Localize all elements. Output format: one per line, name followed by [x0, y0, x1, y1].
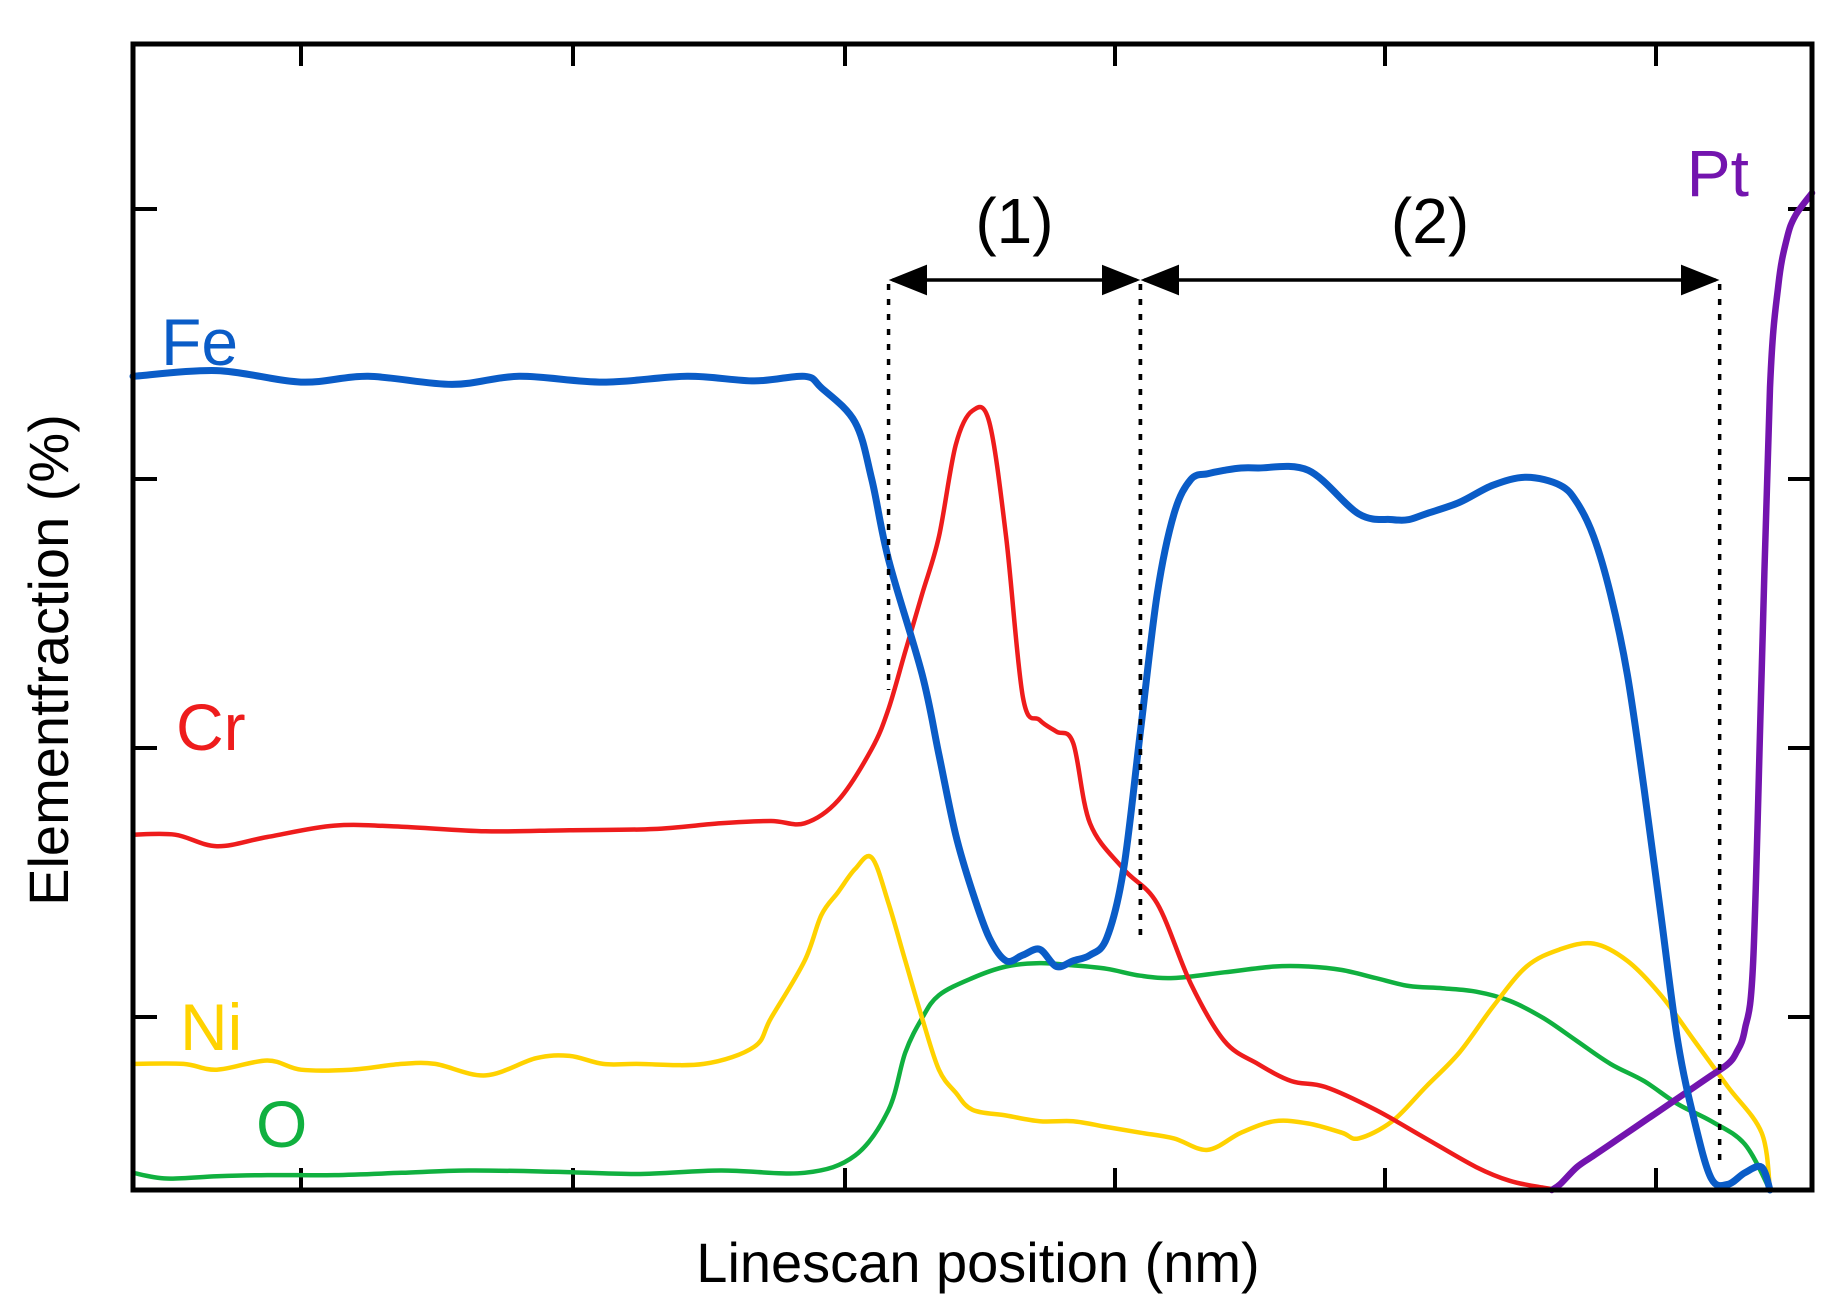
plot-frame	[130, 41, 1815, 1193]
series-line-ni	[130, 853, 1773, 1193]
series-line-fe	[129, 367, 1774, 1194]
series-line-cr	[130, 404, 1563, 1193]
series-lines	[129, 189, 1816, 1194]
series-label-ni: Ni	[180, 990, 242, 1064]
series-label-cr: Cr	[176, 690, 246, 764]
region-label: (1)	[975, 185, 1053, 257]
series-line-o	[130, 960, 1773, 1193]
y-axis-title: Elementfraction (%)	[17, 414, 80, 906]
region-annotations: (1) (2)	[886, 185, 1722, 1165]
series-label-o: O	[256, 1087, 307, 1161]
series-label-pt: Pt	[1687, 136, 1749, 210]
series-labels: Fe Cr NiO Pt	[161, 136, 1749, 1161]
axis-ticks	[133, 44, 1812, 1190]
series-label-fe: Fe	[161, 305, 238, 379]
region-label: (2)	[1391, 185, 1469, 257]
x-axis-title: Linescan position (nm)	[696, 1231, 1259, 1294]
series-line-pt	[1548, 189, 1816, 1194]
